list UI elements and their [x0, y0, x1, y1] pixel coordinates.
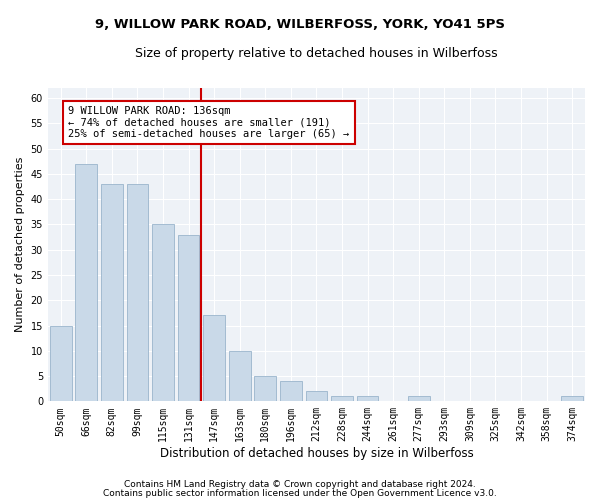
Bar — [178, 234, 199, 402]
Bar — [305, 391, 328, 402]
Bar — [408, 396, 430, 402]
Bar — [331, 396, 353, 402]
Y-axis label: Number of detached properties: Number of detached properties — [15, 157, 25, 332]
X-axis label: Distribution of detached houses by size in Wilberfoss: Distribution of detached houses by size … — [160, 447, 473, 460]
Text: 9 WILLOW PARK ROAD: 136sqm
← 74% of detached houses are smaller (191)
25% of sem: 9 WILLOW PARK ROAD: 136sqm ← 74% of deta… — [68, 106, 350, 139]
Bar — [101, 184, 123, 402]
Bar — [357, 396, 379, 402]
Bar — [50, 326, 71, 402]
Bar — [562, 396, 583, 402]
Bar — [203, 316, 225, 402]
Bar — [254, 376, 276, 402]
Bar — [76, 164, 97, 402]
Text: 9, WILLOW PARK ROAD, WILBERFOSS, YORK, YO41 5PS: 9, WILLOW PARK ROAD, WILBERFOSS, YORK, Y… — [95, 18, 505, 30]
Title: Size of property relative to detached houses in Wilberfoss: Size of property relative to detached ho… — [135, 48, 498, 60]
Bar — [280, 381, 302, 402]
Bar — [127, 184, 148, 402]
Text: Contains HM Land Registry data © Crown copyright and database right 2024.: Contains HM Land Registry data © Crown c… — [124, 480, 476, 489]
Text: Contains public sector information licensed under the Open Government Licence v3: Contains public sector information licen… — [103, 489, 497, 498]
Bar — [152, 224, 174, 402]
Bar — [229, 351, 251, 402]
